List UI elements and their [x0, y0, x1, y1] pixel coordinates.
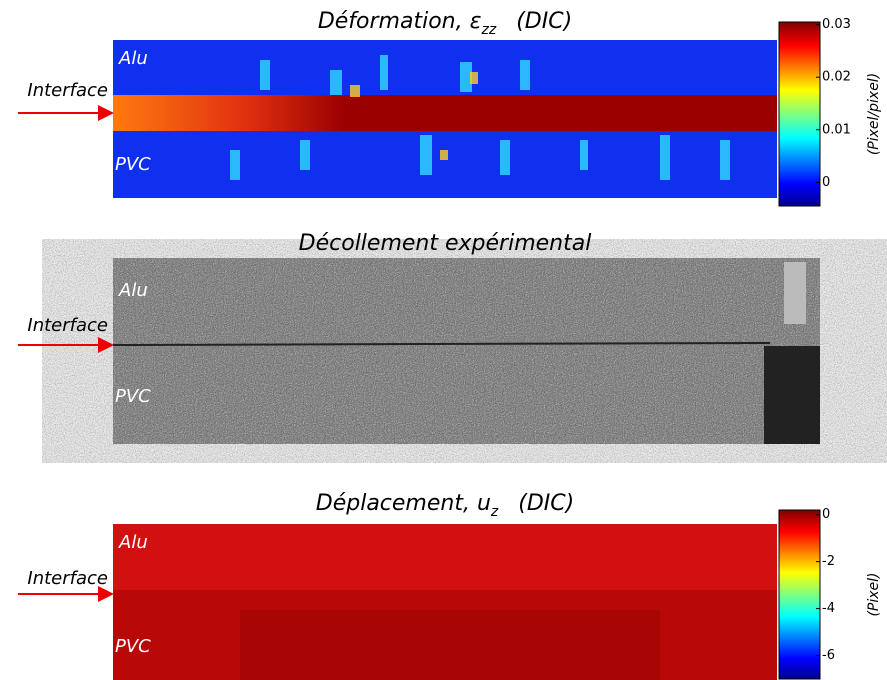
interface-label: Interface	[27, 568, 108, 589]
displacement-map	[113, 524, 777, 680]
interface-label: Interface	[27, 80, 108, 101]
title-suffix: (DIC)	[518, 491, 574, 516]
label-top: Alu	[118, 280, 148, 301]
title-text: Décollement expérimental	[299, 231, 592, 256]
colorbar-label: (Pixel/pixel)	[866, 73, 882, 155]
colorbar-tick-label: 0.03	[822, 17, 851, 32]
label-bottom: PVC	[115, 386, 151, 407]
label-bottom: PVC	[115, 636, 151, 657]
colorbar-tick-label: 0	[822, 175, 830, 190]
title-subscript: z	[490, 504, 499, 520]
interface-label: Interface	[27, 315, 108, 336]
colorbar	[778, 509, 821, 680]
colorbar-tick-label: 0	[822, 507, 830, 522]
panel-title: Décollement expérimental	[299, 231, 592, 256]
label-top: Alu	[118, 532, 148, 553]
title-subscript: zz	[481, 22, 497, 38]
colorbar-tick-label: -4	[822, 601, 835, 616]
colorbar-tick-label: 0.01	[822, 122, 851, 137]
title-suffix: (DIC)	[516, 9, 572, 34]
panel-title: Déformation, εzz (DIC)	[318, 9, 572, 38]
photo	[112, 258, 820, 444]
label-bottom: PVC	[115, 154, 151, 175]
title-text: Déplacement, u	[316, 491, 491, 516]
title-text: Déformation, ε	[318, 9, 482, 34]
colorbar-tick-label: 0.02	[822, 70, 851, 85]
panel-title: Déplacement, uz (DIC)	[316, 491, 574, 520]
colorbar	[778, 21, 821, 207]
colorbar-tick-label: -6	[822, 648, 835, 663]
strain-map	[113, 40, 777, 198]
colorbar-label: (Pixel)	[866, 572, 882, 616]
label-top: Alu	[118, 48, 148, 69]
colorbar-tick-label: -2	[822, 554, 835, 569]
